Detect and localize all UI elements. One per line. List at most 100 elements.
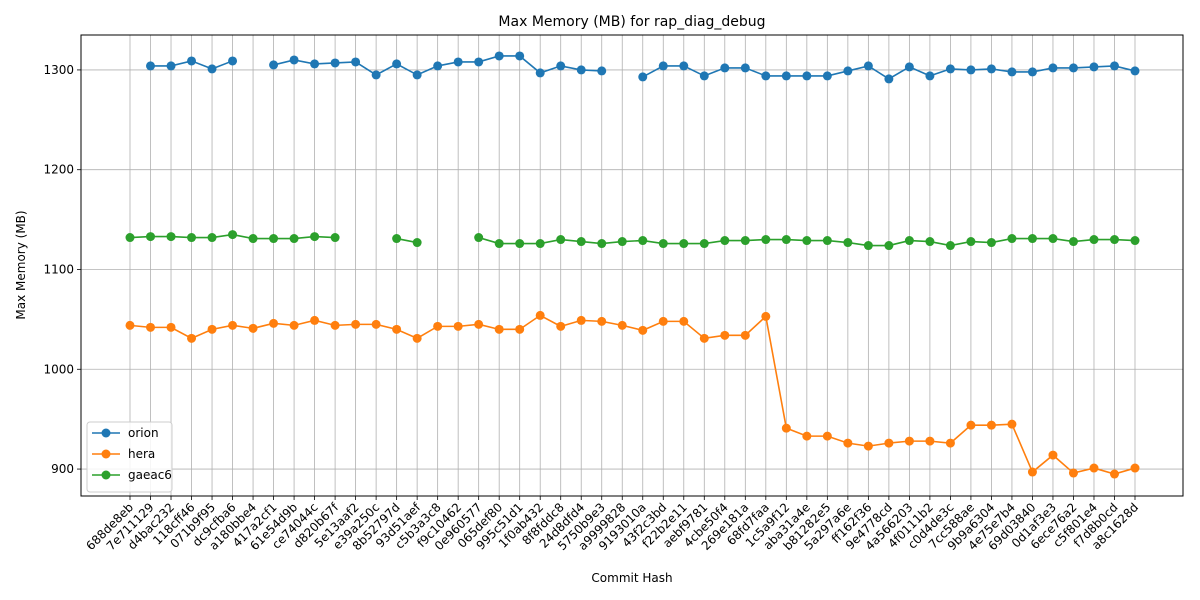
data-point-gaeac6 bbox=[330, 233, 340, 243]
data-point-hera bbox=[822, 431, 832, 441]
data-point-gaeac6 bbox=[986, 238, 996, 248]
data-point-gaeac6 bbox=[617, 237, 627, 247]
data-point-gaeac6 bbox=[310, 232, 320, 242]
data-point-hera bbox=[1007, 419, 1017, 429]
data-point-hera bbox=[330, 320, 340, 330]
data-point-orion bbox=[925, 71, 935, 81]
series-gaeac6 bbox=[125, 230, 1140, 251]
data-point-orion bbox=[371, 70, 381, 80]
data-point-gaeac6 bbox=[597, 239, 607, 249]
data-point-hera bbox=[945, 438, 955, 448]
data-point-gaeac6 bbox=[187, 233, 197, 243]
chart-title: Max Memory (MB) for rap_diag_debug bbox=[498, 14, 765, 30]
data-point-hera bbox=[658, 316, 668, 326]
legend-marker bbox=[101, 428, 111, 438]
data-point-hera bbox=[617, 320, 627, 330]
data-point-orion bbox=[761, 71, 771, 81]
data-point-orion bbox=[679, 61, 689, 71]
data-point-orion bbox=[1027, 67, 1037, 77]
data-point-gaeac6 bbox=[207, 233, 217, 243]
data-point-gaeac6 bbox=[925, 237, 935, 247]
data-point-hera bbox=[1048, 450, 1058, 460]
data-point-hera bbox=[638, 325, 648, 335]
data-point-gaeac6 bbox=[884, 241, 894, 251]
data-point-hera bbox=[1068, 468, 1078, 478]
data-point-orion bbox=[269, 60, 279, 70]
data-point-gaeac6 bbox=[679, 239, 689, 249]
data-point-orion bbox=[904, 62, 914, 72]
legend-item-orion: orion bbox=[92, 426, 159, 440]
data-point-hera bbox=[699, 333, 709, 343]
data-point-gaeac6 bbox=[945, 241, 955, 251]
data-point-orion bbox=[884, 74, 894, 84]
data-point-orion bbox=[1068, 63, 1078, 73]
data-point-hera bbox=[433, 321, 443, 331]
data-point-gaeac6 bbox=[638, 236, 648, 246]
data-point-gaeac6 bbox=[720, 236, 730, 246]
data-point-hera bbox=[228, 320, 238, 330]
data-point-gaeac6 bbox=[166, 232, 176, 242]
data-point-gaeac6 bbox=[802, 236, 812, 246]
data-point-orion bbox=[986, 64, 996, 74]
data-point-orion bbox=[474, 57, 484, 67]
data-point-gaeac6 bbox=[1068, 237, 1078, 247]
data-point-orion bbox=[1007, 67, 1017, 77]
data-point-gaeac6 bbox=[843, 238, 853, 248]
data-point-gaeac6 bbox=[535, 239, 545, 249]
data-point-orion bbox=[535, 68, 545, 78]
data-point-hera bbox=[494, 324, 504, 334]
data-point-gaeac6 bbox=[515, 239, 525, 249]
data-point-gaeac6 bbox=[146, 232, 156, 242]
data-point-orion bbox=[1109, 61, 1119, 71]
data-point-hera bbox=[1027, 467, 1037, 477]
data-point-gaeac6 bbox=[474, 233, 484, 243]
data-point-gaeac6 bbox=[289, 234, 299, 244]
data-point-hera bbox=[802, 431, 812, 441]
data-point-hera bbox=[1089, 463, 1099, 473]
y-tick-label: 1300 bbox=[43, 63, 74, 77]
data-point-orion bbox=[781, 71, 791, 81]
data-point-orion bbox=[515, 51, 525, 61]
data-point-hera bbox=[187, 333, 197, 343]
data-point-gaeac6 bbox=[966, 237, 976, 247]
data-point-orion bbox=[289, 55, 299, 65]
series-orion bbox=[146, 51, 1140, 84]
data-point-gaeac6 bbox=[556, 235, 566, 245]
data-point-orion bbox=[1089, 62, 1099, 72]
data-point-hera bbox=[556, 321, 566, 331]
data-point-hera bbox=[720, 330, 730, 340]
series-hera bbox=[125, 310, 1140, 479]
data-point-gaeac6 bbox=[269, 234, 279, 244]
data-point-hera bbox=[966, 420, 976, 430]
legend-label: hera bbox=[128, 447, 155, 461]
data-point-gaeac6 bbox=[228, 230, 238, 240]
data-point-orion bbox=[453, 57, 463, 67]
data-point-gaeac6 bbox=[822, 236, 832, 246]
data-point-orion bbox=[720, 63, 730, 73]
series-line-hera bbox=[129, 314, 1136, 475]
data-point-hera bbox=[904, 436, 914, 446]
data-point-gaeac6 bbox=[392, 234, 402, 244]
data-point-gaeac6 bbox=[125, 233, 135, 243]
legend-label: orion bbox=[128, 426, 159, 440]
data-point-gaeac6 bbox=[699, 239, 709, 249]
y-tick-label: 1200 bbox=[43, 163, 74, 177]
data-point-gaeac6 bbox=[658, 239, 668, 249]
data-point-orion bbox=[863, 61, 873, 71]
data-point-hera bbox=[310, 315, 320, 325]
data-point-orion bbox=[699, 71, 709, 81]
y-tick-label: 900 bbox=[51, 462, 74, 476]
data-point-gaeac6 bbox=[1109, 235, 1119, 245]
data-point-gaeac6 bbox=[904, 236, 914, 246]
legend: orion hera gaeac6 bbox=[86, 421, 173, 493]
data-point-orion bbox=[802, 71, 812, 81]
data-point-hera bbox=[761, 311, 771, 321]
data-point-hera bbox=[515, 324, 525, 334]
data-point-hera bbox=[146, 322, 156, 332]
data-point-hera bbox=[125, 320, 135, 330]
legend-item-gaeac6: gaeac6 bbox=[92, 468, 172, 482]
data-point-hera bbox=[289, 320, 299, 330]
data-point-hera bbox=[535, 310, 545, 320]
data-point-hera bbox=[207, 324, 217, 334]
